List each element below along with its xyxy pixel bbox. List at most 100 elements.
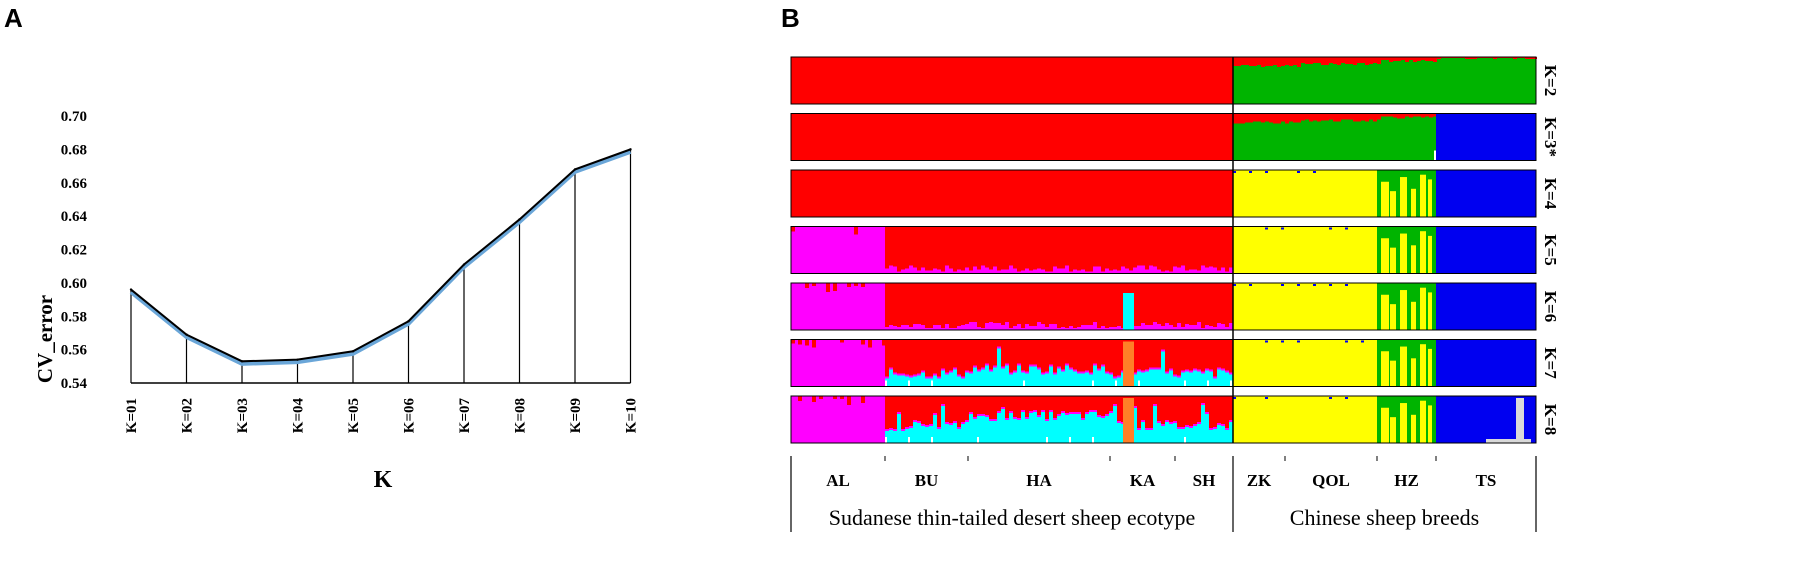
ancestry-spike (1045, 373, 1049, 387)
ancestry-spike (1117, 421, 1121, 423)
data-point (296, 358, 299, 361)
ancestry-spike (1085, 414, 1089, 443)
ancestry-spike (1329, 284, 1332, 286)
ancestry-spike (1165, 422, 1169, 443)
ancestry-spike (969, 371, 973, 374)
ancestry-spike (1057, 416, 1061, 443)
ancestry-spike (1029, 364, 1033, 367)
ancestry-spike (1265, 171, 1268, 173)
ancestry-spike (1029, 366, 1033, 387)
ancestry-spike (1217, 323, 1221, 330)
ancestry-spike (1193, 370, 1197, 387)
ancestry-spike (945, 422, 949, 424)
ancestry-spike (1017, 324, 1021, 330)
ancestry-spike (1097, 266, 1101, 274)
ancestry-spike (1097, 417, 1101, 443)
ancestry-spike (1085, 412, 1089, 414)
ancestry-spike (1109, 374, 1113, 387)
ancestry-spike (953, 328, 957, 330)
ancestry-spike (1149, 369, 1153, 387)
ancestry-spike (941, 271, 945, 274)
ancestry-spike (1025, 324, 1029, 330)
ancestry-spike (1021, 372, 1025, 387)
ancestry-spike (1433, 113, 1437, 117)
ancestry-spike (933, 413, 937, 415)
population-label: ZK (1247, 471, 1272, 490)
ancestry-spike (1185, 369, 1189, 372)
ancestry-spike (1181, 427, 1185, 429)
ancestry-spike (1305, 113, 1309, 120)
ancestry-spike (1285, 57, 1289, 65)
ancestry-spike (1309, 57, 1313, 64)
ancestry-spike (1141, 370, 1145, 373)
ancestry-spike (1213, 376, 1217, 379)
ancestry-spike (969, 412, 973, 414)
ancestry-spike (997, 348, 1001, 387)
ancestry-spike (826, 283, 830, 292)
ancestry-spike (893, 266, 897, 274)
ancestry-spike (812, 339, 816, 348)
ancestry-spike (1065, 413, 1069, 415)
ancestry-spike (1377, 57, 1381, 64)
ancestry-spike (977, 371, 981, 387)
ancestry-spike (1389, 113, 1393, 117)
ancestry-spike (840, 396, 844, 399)
ancestry-spike (989, 369, 993, 372)
ancestry-spike (953, 423, 957, 443)
ancestry-spike (840, 339, 844, 343)
ancestry-spike (953, 369, 957, 387)
ancestry-spike (1061, 369, 1065, 372)
ancestry-spike (1169, 424, 1173, 443)
ancestry-spike (1369, 57, 1373, 64)
ancestry-spike (1033, 412, 1037, 443)
ancestry-spike (1053, 420, 1057, 443)
ancestry-segment (1516, 398, 1524, 443)
ancestry-spike (1001, 269, 1005, 274)
ancestry-spike (1357, 113, 1361, 122)
ancestry-spike (1137, 371, 1141, 387)
ancestry-spike (901, 269, 905, 274)
ancestry-spike (909, 375, 913, 378)
ancestry-spike (1245, 113, 1249, 123)
ancestry-spike (1265, 340, 1268, 343)
ancestry-segment (1436, 113, 1536, 161)
ancestry-spike (1486, 439, 1531, 443)
ancestry-spike (929, 328, 933, 330)
ancestry-spike (1049, 271, 1053, 274)
ancestry-spike (1253, 113, 1257, 122)
ancestry-spike (1009, 265, 1013, 274)
k-label: K=7 (1541, 347, 1560, 379)
ancestry-spike (1089, 410, 1093, 412)
ancestry-spike (1325, 57, 1329, 65)
ancestry-segment (1436, 339, 1536, 387)
ancestry-spike (805, 283, 809, 288)
ancestry-segment (885, 226, 1233, 274)
ancestry-spike (929, 426, 933, 443)
ancestry-spike (1129, 270, 1133, 274)
ancestry-spike (925, 378, 929, 387)
ancestry-spike (1157, 369, 1161, 387)
ancestry-spike (985, 365, 989, 387)
ancestry-spike (1085, 370, 1089, 373)
ancestry-spike (1177, 377, 1181, 387)
ancestry-spike (1420, 400, 1426, 443)
ancestry-spike (925, 270, 929, 274)
x-tick-label: K=02 (180, 398, 196, 433)
ancestry-spike (1213, 427, 1217, 429)
ancestry-spike (1297, 113, 1301, 123)
ancestry-spike (1077, 327, 1081, 330)
ancestry-segment (1233, 339, 1377, 387)
ancestry-spike (1333, 113, 1337, 122)
data-point (240, 360, 244, 363)
ancestry-spike (1397, 113, 1401, 119)
ancestry-spike (1345, 397, 1348, 399)
ancestry-spike (1277, 113, 1281, 124)
ancestry-spike (1205, 267, 1209, 274)
ancestry-spike (1157, 269, 1161, 274)
ancestry-spike (1207, 380, 1209, 387)
ancestry-spike (1005, 322, 1009, 330)
ancestry-spike (1057, 268, 1061, 274)
ancestry-spike (1109, 270, 1113, 274)
ancestry-spike (1253, 57, 1257, 66)
ancestry-spike (985, 267, 989, 274)
